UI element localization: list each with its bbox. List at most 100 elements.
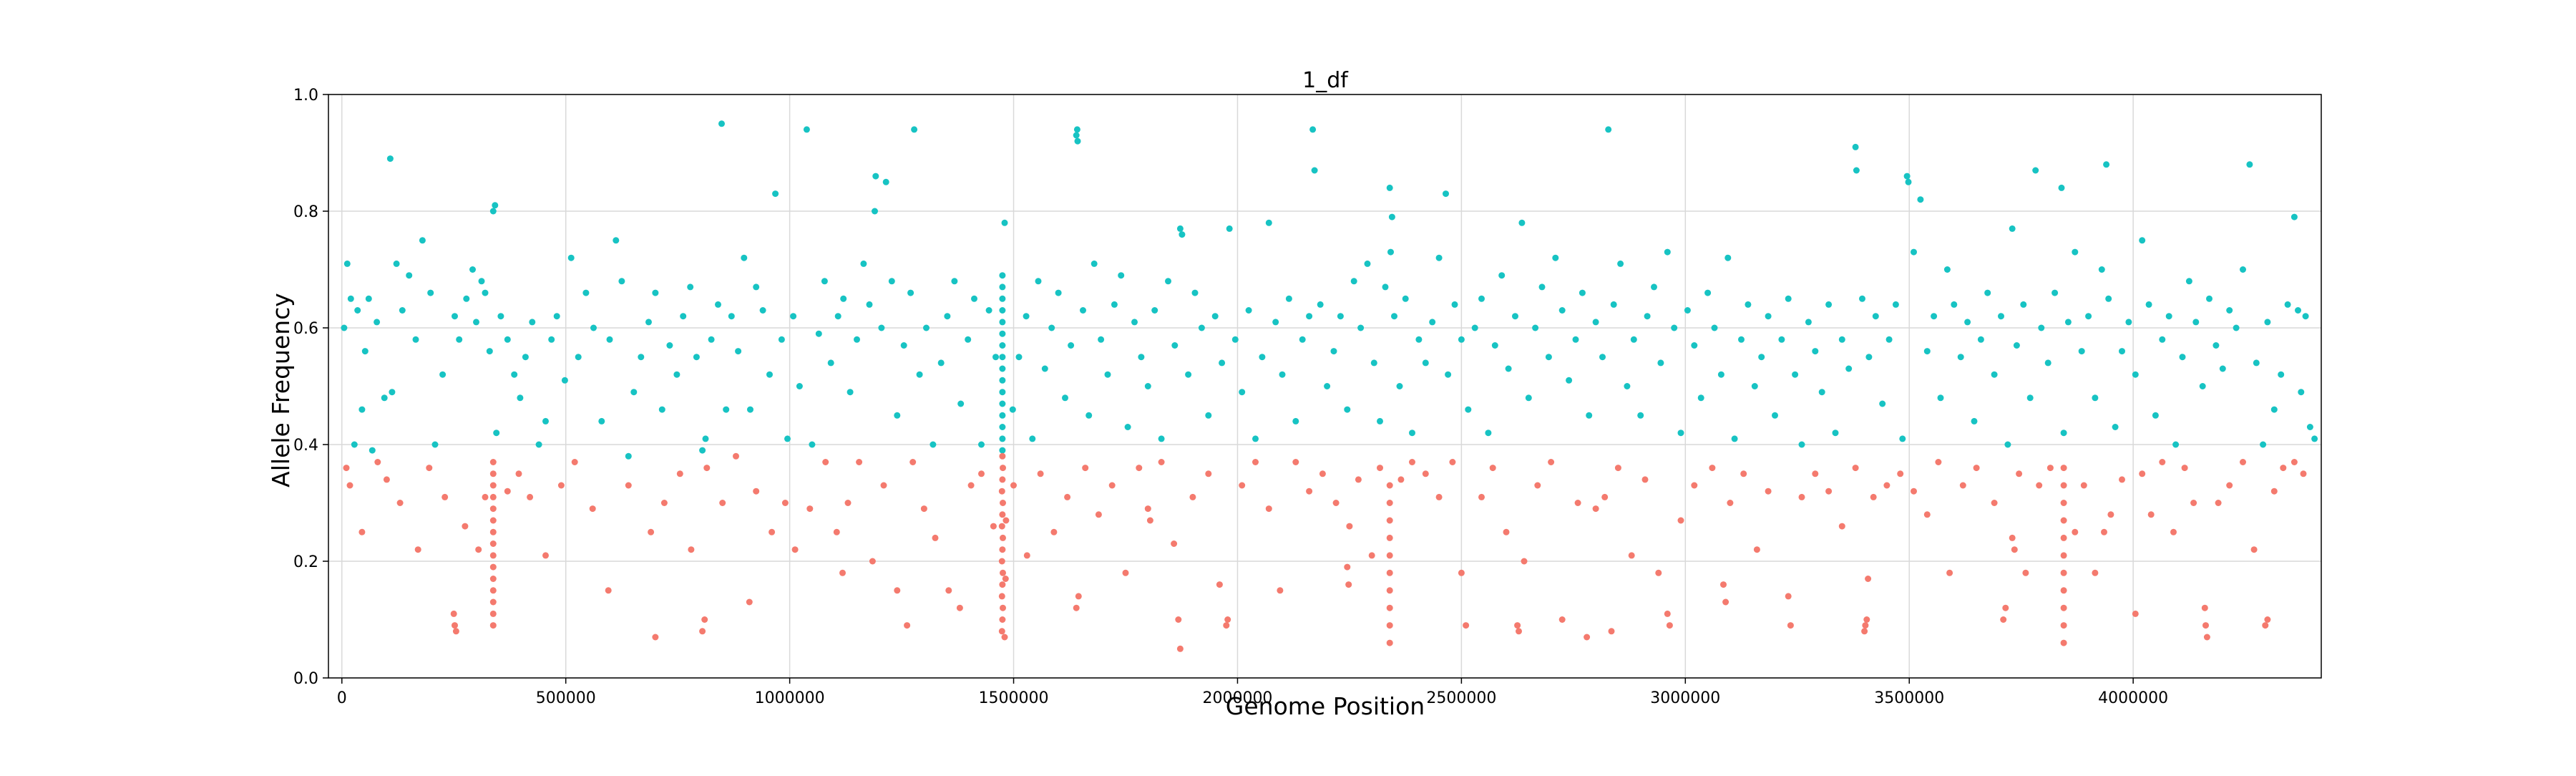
data-point: [625, 452, 632, 460]
data-point: [489, 517, 497, 524]
data-point: [999, 319, 1006, 326]
data-point: [999, 365, 1006, 372]
data-point: [2038, 324, 2045, 331]
data-point: [715, 301, 721, 308]
data-point: [452, 313, 458, 320]
data-point: [932, 534, 939, 541]
data-point: [1435, 493, 1443, 500]
data-point: [998, 628, 1005, 635]
data-point: [2219, 365, 2226, 372]
data-point: [2004, 441, 2011, 448]
data-point: [431, 441, 439, 448]
data-point: [2078, 348, 2085, 355]
data-point: [2260, 441, 2267, 448]
data-point: [358, 406, 366, 413]
data-point: [369, 447, 376, 454]
data-point: [900, 342, 907, 349]
data-point: [2302, 313, 2309, 320]
data-point: [882, 178, 889, 185]
data-point: [2011, 546, 2018, 553]
data-point: [673, 371, 680, 378]
data-point: [529, 319, 536, 326]
data-point: [1171, 342, 1179, 349]
data-point: [733, 452, 739, 460]
data-point: [1892, 301, 1899, 308]
data-point: [489, 470, 497, 477]
data-point: [351, 441, 358, 448]
data-point: [1402, 295, 1409, 302]
data-point: [1138, 354, 1145, 361]
data-point: [1306, 313, 1313, 320]
data-point: [796, 383, 803, 389]
data-point: [1074, 137, 1081, 145]
data-point: [840, 295, 847, 302]
data-point: [888, 278, 895, 285]
data-point: [1897, 470, 1904, 477]
data-point: [1146, 517, 1153, 524]
data-point: [489, 528, 497, 535]
data-point: [542, 417, 549, 425]
data-point: [399, 307, 406, 314]
data-point: [1724, 254, 1732, 261]
data-point: [1422, 470, 1429, 477]
data-point: [2020, 301, 2027, 308]
data-point: [1073, 604, 1080, 611]
data-point: [1064, 493, 1071, 500]
data-point: [965, 336, 972, 343]
data-point: [1458, 336, 1465, 343]
data-point: [999, 354, 1006, 361]
data-point: [2013, 342, 2020, 349]
x-axis-label: Genome Position: [1226, 692, 1425, 720]
data-point: [1337, 313, 1344, 320]
data-point: [999, 389, 1006, 396]
data-point: [1538, 283, 1546, 291]
data-point: [930, 441, 937, 448]
data-point: [1386, 587, 1393, 594]
data-point: [880, 482, 887, 489]
data-point: [1224, 616, 1231, 623]
data-point: [426, 465, 433, 472]
data-point: [1386, 184, 1393, 191]
data-point: [489, 598, 497, 606]
data-point: [1136, 465, 1143, 472]
data-point: [1085, 412, 1093, 419]
data-point: [1984, 289, 1991, 296]
data-point: [2311, 435, 2318, 442]
data-point: [1852, 143, 1859, 150]
data-point: [1252, 435, 1259, 442]
data-point: [2240, 266, 2246, 273]
data-point: [1664, 610, 1671, 617]
data-point: [575, 354, 582, 361]
data-point: [1722, 598, 1729, 606]
data-point: [2240, 459, 2246, 465]
data-point: [1075, 593, 1082, 600]
data-point: [1002, 517, 1010, 524]
data-point: [1205, 412, 1212, 419]
data-point: [475, 546, 482, 553]
data-point: [753, 488, 760, 495]
data-point: [1002, 576, 1009, 582]
data-point: [718, 120, 725, 127]
data-point: [856, 459, 863, 465]
data-point: [1104, 371, 1111, 378]
data-point: [1592, 319, 1599, 326]
data-point: [1330, 348, 1337, 355]
data-point: [1386, 552, 1393, 559]
data-point: [2092, 394, 2099, 402]
data-point: [1758, 354, 1765, 361]
data-point: [1720, 581, 1727, 588]
data-point: [2060, 517, 2067, 524]
data-point: [412, 336, 419, 343]
data-point: [1370, 359, 1377, 367]
data-point: [904, 622, 911, 629]
data-point: [1691, 482, 1698, 489]
data-point: [728, 313, 735, 320]
data-point: [365, 295, 372, 302]
data-point: [1091, 260, 1098, 267]
data-point: [822, 459, 829, 465]
data-point: [907, 289, 914, 296]
data-point: [1292, 459, 1299, 465]
data-point: [1574, 500, 1581, 506]
data-point: [1697, 394, 1704, 402]
